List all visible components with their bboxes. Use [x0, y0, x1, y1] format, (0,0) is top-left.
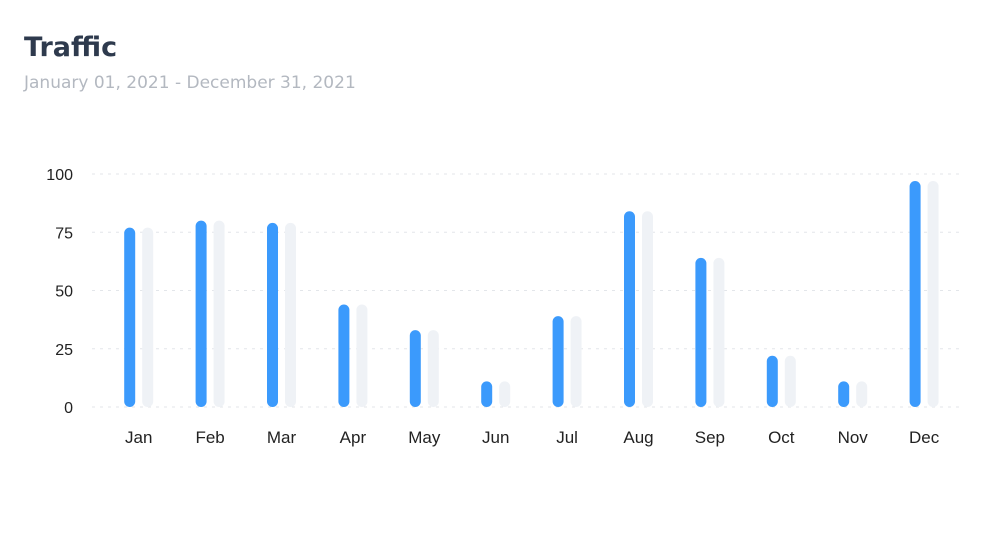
bar-series2-sep: [713, 257, 725, 407]
x-category-label-apr: Apr: [340, 428, 367, 447]
bar-series2-may: [427, 330, 439, 407]
bar-series1-feb: [195, 220, 207, 407]
card-title: Traffic: [24, 32, 118, 63]
bar-series1-nov: [838, 381, 850, 407]
bar-series2-nov: [856, 381, 868, 407]
bar-series2-feb: [213, 220, 225, 407]
bars: [124, 180, 939, 407]
x-category-label-dec: Dec: [909, 428, 940, 447]
x-category-label-may: May: [408, 428, 441, 447]
bar-series1-sep: [695, 257, 707, 407]
bar-series1-aug: [624, 211, 635, 407]
x-category-label-feb: Feb: [195, 428, 224, 447]
bar-series1-oct: [766, 355, 778, 407]
y-tick-label: 25: [55, 342, 73, 359]
y-axis-tick-labels: 0 25 50 75 100: [46, 167, 73, 417]
bar-series1-apr: [338, 304, 350, 407]
bar-series2-aug: [642, 211, 653, 407]
bar-series1-jan: [124, 227, 136, 407]
x-category-label-jan: Jan: [125, 428, 152, 447]
y-tick-label: 100: [46, 167, 73, 184]
bar-series1-jun: [481, 381, 493, 407]
bar-series1-dec: [909, 180, 921, 407]
gridlines: [92, 173, 962, 408]
x-category-label-jul: Jul: [556, 428, 578, 447]
bar-series2-jan: [142, 227, 154, 407]
bar-series2-dec: [927, 180, 939, 407]
date-range-subtitle: January 01, 2021 - December 31, 2021: [24, 73, 356, 93]
bar-series2-jul: [570, 316, 582, 407]
bar-series2-oct: [784, 355, 796, 407]
y-tick-label: 50: [55, 284, 73, 301]
bar-series2-mar: [285, 222, 296, 407]
bar-series2-apr: [356, 304, 368, 407]
x-axis-category-labels: Jan Feb Mar Apr May Jun Jul Aug Sep Oct Nov Dec: [125, 428, 940, 447]
y-tick-label: 0: [64, 400, 73, 417]
y-tick-label: 75: [55, 225, 73, 242]
bar-series1-may: [409, 330, 421, 407]
x-category-label-mar: Mar: [267, 428, 297, 447]
bar-series1-mar: [267, 222, 278, 407]
x-category-label-aug: Aug: [623, 428, 653, 447]
x-category-label-nov: Nov: [838, 428, 869, 447]
bar-series1-jul: [552, 316, 564, 407]
bar-series2-jun: [499, 381, 511, 407]
x-category-label-sep: Sep: [695, 428, 725, 447]
x-category-label-oct: Oct: [768, 428, 795, 447]
x-category-label-jun: Jun: [482, 428, 509, 447]
